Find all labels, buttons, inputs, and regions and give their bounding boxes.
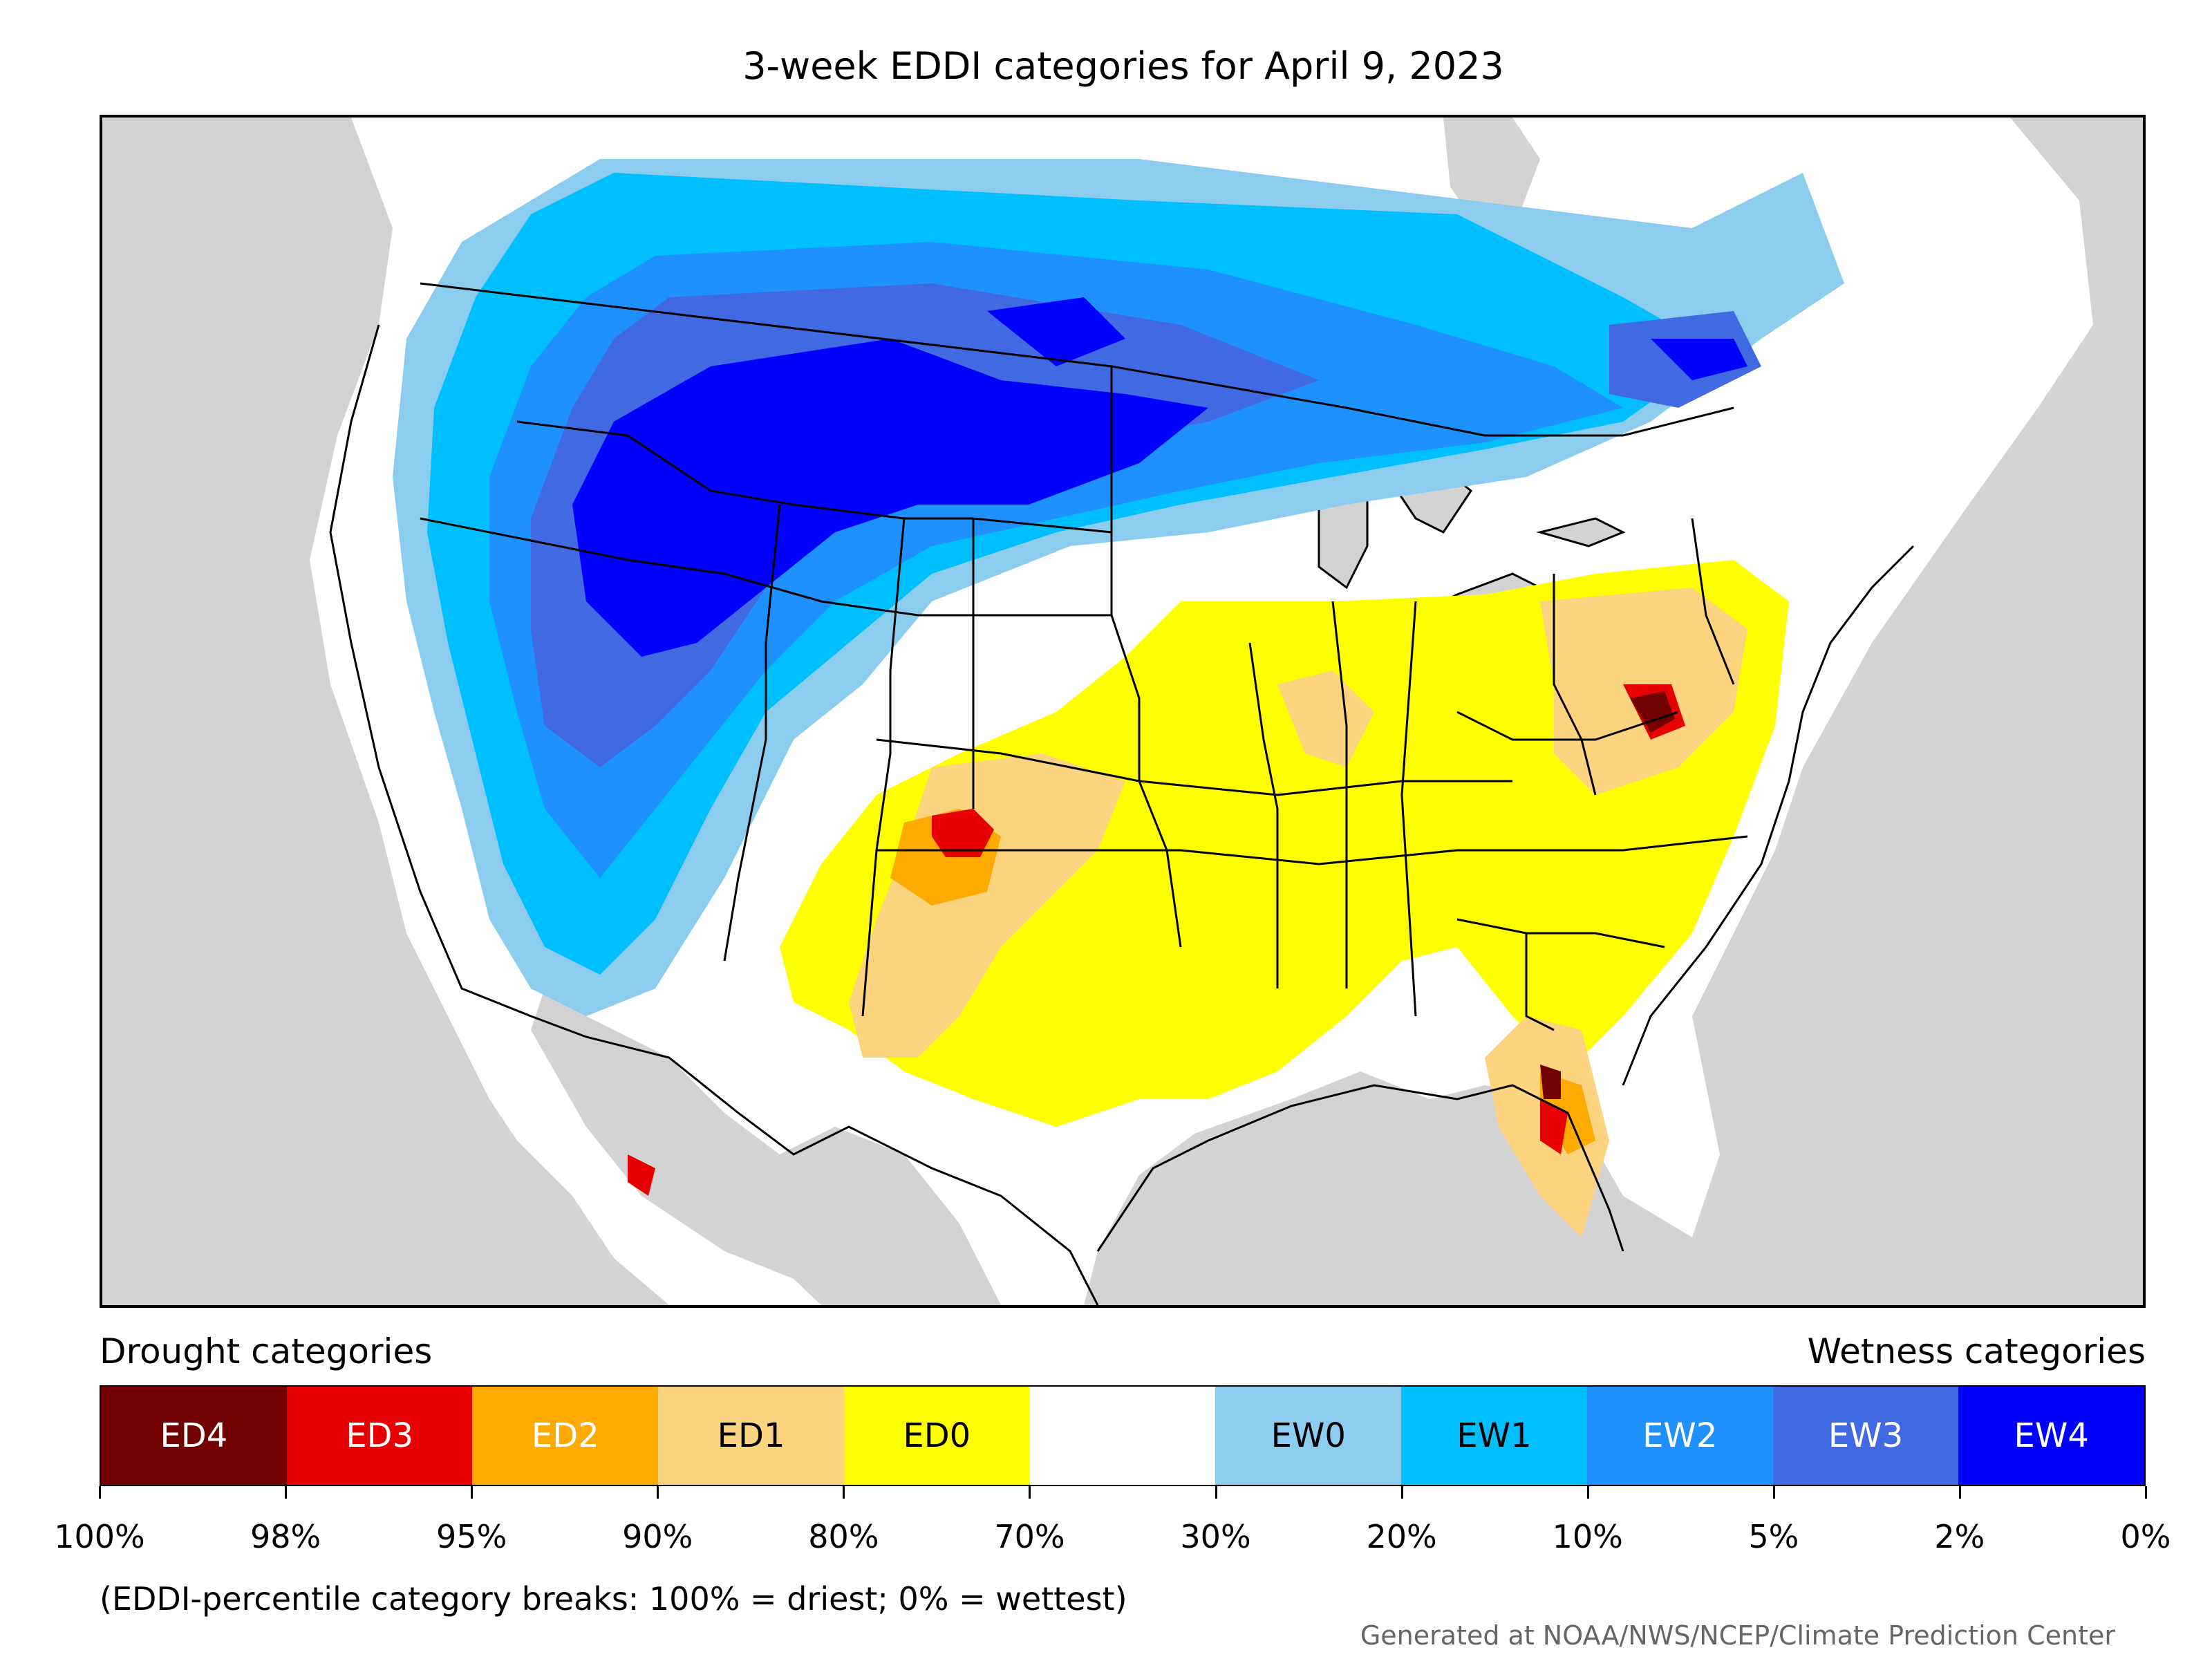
tick-label: 95% — [436, 1518, 507, 1555]
category-note: (EDDI-percentile category breaks: 100% =… — [100, 1580, 1127, 1618]
colorbar-tick — [843, 1486, 845, 1499]
swatch-ew2: EW2 — [1586, 1387, 1773, 1485]
colorbar-tick — [285, 1486, 288, 1499]
swatch-ew3: EW3 — [1772, 1387, 1959, 1485]
colorbar-tick — [1958, 1486, 1961, 1499]
tick-label: 100% — [54, 1518, 145, 1555]
tick-label: 2% — [1934, 1518, 1985, 1555]
colorbar-tick — [99, 1486, 101, 1499]
state-boundaries — [420, 282, 1748, 1031]
tick-label: 90% — [622, 1518, 693, 1555]
credit-text: Generated at NOAA/NWS/NCEP/Climate Predi… — [1360, 1620, 2115, 1651]
colorbar-tick — [471, 1486, 474, 1499]
map-canvas — [310, 118, 2093, 1305]
colorbar-ticks — [99, 1486, 2147, 1500]
colorbar-tick — [2145, 1486, 2147, 1499]
colorbar-tick — [1215, 1486, 1217, 1499]
coastline — [329, 324, 1915, 1305]
tick-label: 0% — [2120, 1518, 2171, 1555]
region-ew4 — [572, 297, 1747, 657]
tick-label: 70% — [994, 1518, 1065, 1555]
swatch-ew0: EW0 — [1215, 1387, 1402, 1485]
tick-label: 98% — [250, 1518, 321, 1555]
swatch-ed1: ED1 — [658, 1387, 844, 1485]
colorbar-tick — [1772, 1486, 1775, 1499]
drought-heading: Drought categories — [100, 1331, 433, 1371]
swatch-ew1: EW1 — [1401, 1387, 1587, 1485]
region-ed1 — [849, 588, 1747, 1237]
tick-label: 5% — [1748, 1518, 1799, 1555]
tick-label: 20% — [1366, 1518, 1437, 1555]
wetness-heading: Wetness categories — [1807, 1331, 2146, 1371]
tick-label: 80% — [808, 1518, 879, 1555]
map-title: 3-week EDDI categories for April 9, 2023 — [742, 44, 1504, 88]
swatch-ed0: ED0 — [843, 1387, 1030, 1485]
canada-water — [1001, 118, 1540, 276]
swatch-ew4: EW4 — [1958, 1387, 2145, 1485]
region-ed0 — [780, 560, 1789, 1127]
colorbar-tick — [1029, 1486, 1031, 1499]
swatch-ed4: ED4 — [101, 1387, 287, 1485]
category-colorbar: ED4 ED3 ED2 ED1 ED0 EW0 EW1 EW2 EW3 EW4 — [100, 1385, 2146, 1486]
tick-label: 30% — [1180, 1518, 1251, 1555]
tick-label: 10% — [1552, 1518, 1623, 1555]
swatch-normal — [1029, 1387, 1216, 1485]
colorbar-tick — [1400, 1486, 1403, 1499]
eddi-map — [100, 115, 2146, 1308]
swatch-ed3: ED3 — [286, 1387, 473, 1485]
colorbar-tick — [657, 1486, 659, 1499]
swatch-ed2: ED2 — [472, 1387, 659, 1485]
colorbar-tick — [1586, 1486, 1589, 1499]
